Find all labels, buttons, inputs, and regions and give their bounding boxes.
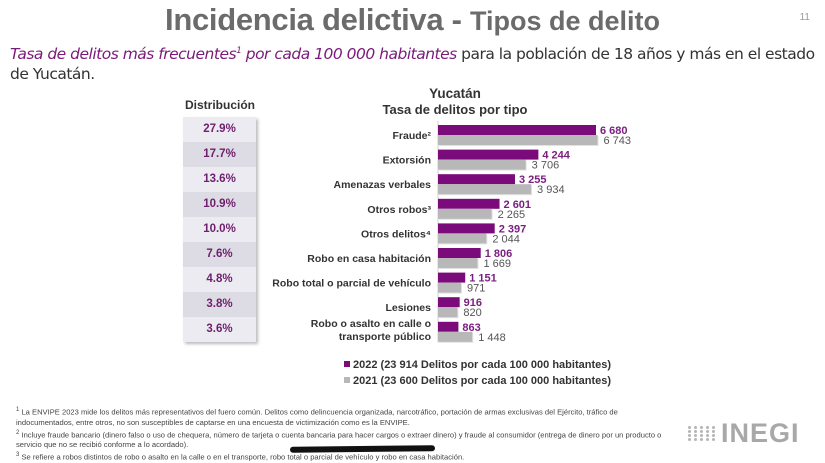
category-label: Fraude²	[392, 130, 431, 142]
data-label-2022: 3 255	[519, 174, 547, 186]
distribution-cell: 13.6%	[183, 167, 256, 192]
title-sub: Tipos de delito	[469, 6, 660, 36]
logo-dots-icon	[688, 426, 717, 441]
data-label-2021: 971	[467, 283, 485, 295]
bar-2021	[438, 282, 461, 293]
page-number: 11	[799, 12, 810, 23]
data-label-2021: 6 743	[603, 135, 631, 147]
subtitle-rest: para la población de 18 años y más en el…	[10, 45, 815, 84]
data-label-2021: 2 265	[498, 209, 526, 221]
bar-2022	[438, 198, 500, 209]
footnote-3-mark: 3	[16, 452, 20, 459]
category-label: transporte público	[339, 331, 431, 343]
subtitle-italic-2: por cada 100 000 habitantes	[241, 45, 458, 64]
bar-2021	[438, 184, 532, 195]
logo-text: INEGI	[721, 418, 800, 448]
bar-2022	[438, 248, 481, 258]
title-main: Incidencia delictiva -	[165, 2, 470, 37]
data-label-2022: 2 601	[504, 199, 532, 211]
category-label: Otros delitos⁴	[361, 228, 431, 240]
data-label-2021: 3 706	[532, 160, 560, 172]
footnote-1-mark: 1	[16, 407, 20, 413]
chart-subtitle: Tasa de delitos por tipo	[382, 102, 528, 117]
category-label: Robo o asalto en calle o	[311, 318, 431, 330]
page-title: Incidencia delictiva - Tipos de delito	[0, 2, 825, 38]
legend-item-2021: 2021 (23 600 Delitos por cada 100 000 ha…	[344, 373, 611, 389]
subtitle: Tasa de delitos más frecuentes1 por cada…	[10, 41, 820, 84]
distribution-cell: 3.6%	[183, 317, 256, 342]
bar-2022	[438, 223, 495, 234]
footnote-1: 1 La ENVIPE 2023 mide los delitos más re…	[16, 405, 676, 428]
distribution-heading: Distribución	[184, 98, 255, 112]
bar-2022	[438, 297, 460, 308]
footnote-2-text: Incluye fraude bancario (dinero falso o …	[16, 430, 662, 450]
bar-2022	[438, 321, 459, 332]
bar-2022	[438, 125, 596, 135]
subtitle-sup: 1	[236, 46, 242, 56]
category-label: Otros robos³	[367, 204, 431, 216]
legend-label-2022: 2022 (23 914 Delitos por cada 100 000 ha…	[353, 359, 612, 371]
legend-label-2021: 2021 (23 600 Delitos por cada 100 000 ha…	[353, 375, 612, 387]
data-label-2021: 2 044	[492, 233, 520, 245]
data-label-2022: 1 151	[469, 273, 497, 285]
data-label-2022: 916	[464, 297, 482, 309]
footnote-2: 2 Incluye fraude bancario (dinero falso …	[16, 428, 676, 451]
footnote-1-text: La ENVIPE 2023 mide los delitos más repr…	[16, 407, 618, 427]
distribution-cell: 4.8%	[183, 267, 256, 292]
bar-2021	[438, 233, 487, 244]
legend-swatch-2021	[344, 377, 350, 383]
footnote-2-mark: 2	[16, 429, 20, 436]
footnote-3-text: Se refiere a robos distintos de robo o a…	[19, 452, 465, 462]
distribution-cell: 10.9%	[183, 192, 256, 217]
data-label-2021: 820	[463, 307, 481, 319]
distribution-cell: 27.9%	[183, 117, 256, 142]
category-label: Amenazas verbales	[334, 179, 432, 191]
data-label-2021: 1 448	[478, 332, 506, 344]
bar-2021	[438, 331, 473, 342]
distribution-cell: 17.7%	[183, 142, 256, 167]
data-label-2022: 863	[462, 322, 480, 334]
inegi-logo: INEGI	[688, 418, 800, 449]
distribution-table: 27.9% 17.7% 13.6% 10.9% 10.0% 7.6% 4.8% 3.8% 3.6…	[183, 117, 256, 342]
category-label: Robo total o parcial de vehículo	[272, 278, 431, 290]
bar-2021	[438, 208, 492, 219]
category-label: Robo en casa habitación	[307, 253, 431, 265]
legend-swatch-2022	[344, 361, 350, 367]
subtitle-italic: Tasa de delitos más frecuentes	[10, 45, 237, 64]
data-label-2022: 2 397	[499, 223, 527, 235]
bar-2022	[438, 174, 515, 185]
distribution-cell: 3.8%	[183, 292, 256, 317]
bar-2021	[438, 135, 598, 145]
footnote-3: 3 Se refiere a robos distintos de robo o…	[16, 450, 676, 463]
distribution-cell: 10.0%	[183, 217, 256, 242]
data-label-2021: 1 669	[483, 258, 511, 270]
category-label: Lesiones	[385, 302, 431, 314]
data-label-2022: 4 244	[542, 150, 570, 162]
legend-item-2022: 2022 (23 914 Delitos por cada 100 000 ha…	[344, 357, 611, 373]
distribution-cell: 7.6%	[183, 242, 256, 267]
chart-title: Yucatán	[429, 86, 481, 101]
category-label: Extorsión	[383, 155, 431, 167]
data-label-2022: 6 680	[600, 125, 628, 137]
data-label-2022: 1 806	[485, 248, 513, 260]
footnotes: 1 La ENVIPE 2023 mide los delitos más re…	[16, 405, 676, 463]
bar-2022	[438, 149, 539, 160]
bar-2022	[438, 272, 466, 283]
chart-legend: 2022 (23 914 Delitos por cada 100 000 ha…	[344, 357, 611, 389]
bar-2021	[438, 258, 478, 268]
bar-2021	[438, 307, 458, 318]
bar-2021	[438, 159, 526, 170]
data-label-2021: 3 934	[537, 184, 565, 196]
